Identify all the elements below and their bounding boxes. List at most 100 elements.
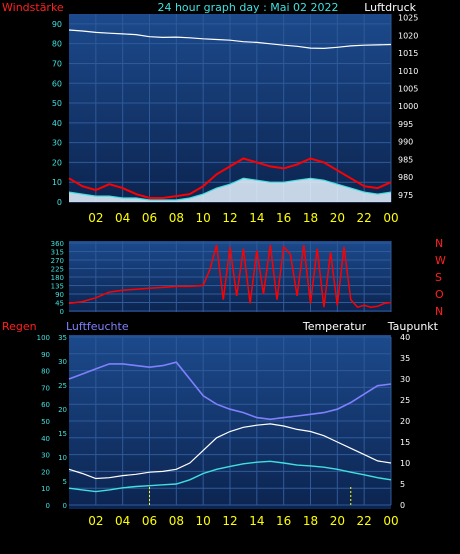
y2-tick-label: 1015 (398, 49, 418, 58)
pressure-axis-label: Luftdruck (364, 1, 416, 14)
rain-tick-label: 60 (41, 401, 50, 409)
temp-tick-label: 20 (400, 417, 410, 426)
x-tick-label: 06 (142, 211, 157, 225)
y-tick-label: 315 (51, 249, 64, 257)
temp-tick-label: 15 (400, 438, 410, 447)
direction-label: S (435, 271, 442, 284)
y2-tick-label: 995 (398, 120, 413, 129)
y2-tick-label: 1000 (398, 102, 418, 111)
x-tick-label: 12 (222, 211, 237, 225)
humidity-tick-label: 30 (58, 358, 67, 366)
y-tick-label: 225 (51, 266, 64, 274)
dewpoint-axis-label: Taupunkt (387, 320, 439, 333)
temp-tick-label: 35 (400, 354, 410, 363)
x-tick-label: 10 (196, 514, 211, 528)
y-tick-label: 270 (51, 257, 64, 265)
y2-tick-label: 985 (398, 155, 413, 164)
x-tick-label: 18 (303, 514, 318, 528)
temp-tick-label: 25 (400, 396, 410, 405)
x-tick-label: 20 (330, 211, 345, 225)
x-tick-label: 00 (383, 514, 398, 528)
x-tick-label: 04 (115, 211, 130, 225)
humidity-tick-label: 15 (58, 430, 67, 438)
temp-tick-label: 10 (400, 459, 410, 468)
direction-label: N (435, 237, 443, 250)
y-tick-label: 360 (51, 240, 64, 248)
wind-average-line (68, 177, 392, 201)
x-tick-label: 10 (196, 211, 211, 225)
y-tick-label: 20 (52, 158, 62, 167)
x-tick-label: 12 (222, 514, 237, 528)
y-tick-label: 40 (52, 119, 62, 128)
y-tick-label: 10 (52, 178, 62, 187)
y2-tick-label: 980 (398, 173, 413, 182)
humidity-line (68, 361, 392, 421)
y-tick-label: 70 (52, 59, 62, 68)
rain-tick-label: 50 (41, 418, 50, 426)
humidity-tick-label: 10 (58, 454, 67, 462)
humidity-temperature-panel: 0 10 20 30 40 50 60 70 80 90 100 0 5 10 15 20 25 30 35 0 5… (37, 333, 411, 528)
y2-tick-label: 990 (398, 138, 413, 147)
temperature-line (68, 423, 392, 480)
wind-direction-line (68, 244, 392, 309)
dewpoint-line (68, 460, 392, 493)
rain-tick-label: 10 (41, 485, 50, 493)
direction-label: O (435, 288, 444, 301)
x-tick-label: 00 (383, 211, 398, 225)
temp-tick-label: 30 (400, 375, 410, 384)
x-tick-label: 08 (169, 211, 184, 225)
temp-tick-label: 0 (400, 501, 405, 510)
x-tick-label: 02 (88, 514, 103, 528)
direction-label: N (435, 305, 443, 318)
y2-tick-label: 1020 (398, 31, 418, 40)
y2-tick-label: 1025 (398, 14, 418, 23)
x-tick-label: 22 (357, 514, 372, 528)
y2-tick-label: 1005 (398, 84, 418, 93)
rain-tick-label: 70 (41, 384, 50, 392)
y-tick-label: 90 (52, 20, 62, 29)
y-tick-label: 90 (55, 291, 64, 299)
wind-axis-label: Windstärke (2, 1, 64, 14)
y-tick-label: 80 (52, 40, 62, 49)
x-tick-label: 04 (115, 514, 130, 528)
humidity-tick-label: 5 (63, 478, 67, 486)
x-tick-label: 06 (142, 514, 157, 528)
x-tick-label: 22 (357, 211, 372, 225)
wind-speed-line (68, 157, 392, 199)
x-tick-label: 14 (249, 211, 264, 225)
temperature-axis-label: Temperatur (302, 320, 367, 333)
humidity-tick-label: 25 (58, 382, 67, 390)
y-tick-label: 0 (60, 308, 64, 316)
humidity-tick-label: 35 (58, 334, 67, 342)
rain-tick-label: 80 (41, 368, 50, 376)
rain-tick-label: 100 (37, 334, 50, 342)
x-tick-label: 20 (330, 514, 345, 528)
rain-tick-label: 90 (41, 351, 50, 359)
humidity-axis-label: Luftfeuchte (66, 320, 129, 333)
y2-tick-label: 975 (398, 191, 413, 200)
y-tick-label: 135 (51, 283, 64, 291)
rain-tick-label: 0 (46, 502, 50, 510)
humidity-tick-label: 20 (58, 406, 67, 414)
temp-tick-label: 40 (400, 333, 410, 342)
pressure-line (68, 29, 392, 50)
rain-tick-label: 40 (41, 435, 50, 443)
y-tick-label: 45 (55, 300, 64, 308)
rain-axis-label: Regen (2, 320, 37, 333)
direction-label: W (435, 254, 446, 267)
y-tick-label: 50 (52, 99, 62, 108)
y-tick-label: 0 (57, 198, 62, 207)
x-tick-label: 14 (249, 514, 264, 528)
y2-tick-label: 1010 (398, 67, 418, 76)
y-tick-label: 180 (51, 274, 64, 282)
x-tick-label: 18 (303, 211, 318, 225)
x-tick-label: 16 (276, 211, 291, 225)
y-tick-label: 60 (52, 79, 62, 88)
rain-tick-label: 20 (41, 468, 50, 476)
gust-area (69, 178, 391, 202)
x-tick-label: 08 (169, 514, 184, 528)
x-tick-label: 02 (88, 211, 103, 225)
